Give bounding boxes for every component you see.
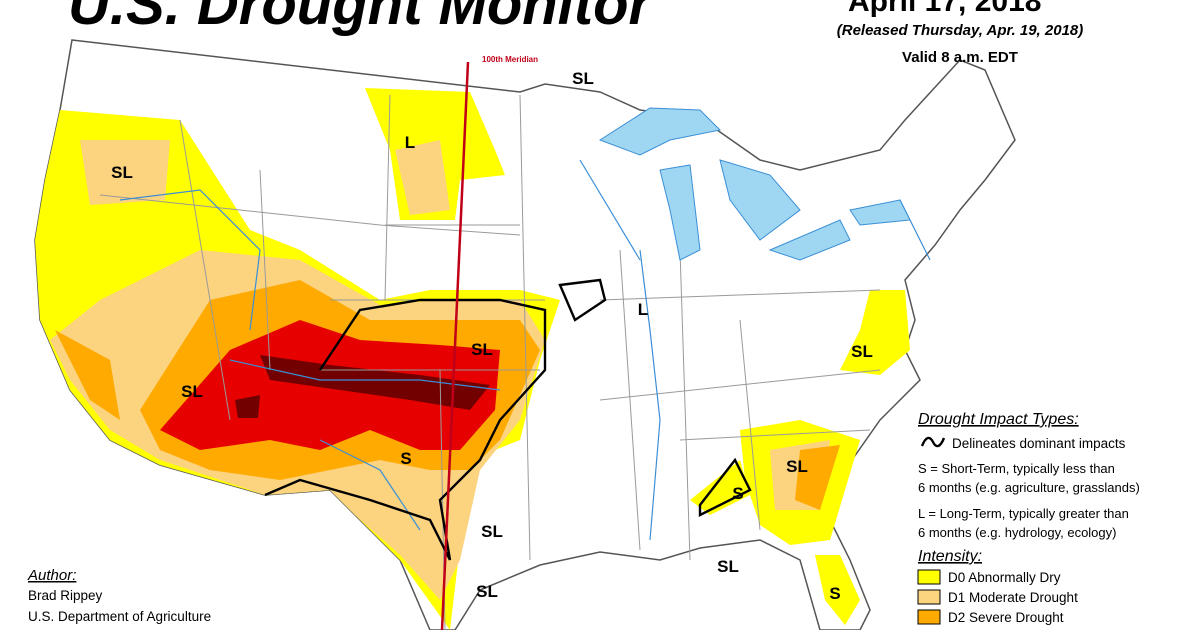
impact-label: SL (717, 557, 739, 576)
author-title: Author: (27, 567, 76, 584)
title: U.S. Drought Monitor (68, 0, 655, 37)
impact-label: SL (851, 342, 873, 361)
d2-area (55, 330, 120, 420)
impact-symbol (920, 436, 946, 448)
d4-area (260, 355, 490, 410)
impact-label: SL (476, 582, 498, 601)
author-org: U.S. Department of Agriculture (28, 609, 211, 624)
impact-label: SL (471, 340, 493, 359)
released: (Released Thursday, Apr. 19, 2018) (837, 22, 1084, 39)
d0-area (840, 290, 910, 375)
date: April 17, 2018 (848, 0, 1041, 18)
impact-labels: SL L SL SL L SL S SL SL S SL SL SL S (111, 69, 873, 603)
short-term: 6 months (e.g. agriculture, grasslands) (918, 480, 1140, 495)
d1-area (395, 140, 450, 215)
impact-label: L (405, 133, 415, 152)
intensity-swatch (917, 569, 941, 585)
long-term: 6 months (e.g. hydrology, ecology) (918, 525, 1116, 540)
d0-area (690, 460, 750, 515)
impact-label: SL (572, 69, 594, 88)
short-term: S = Short-Term, typically less than (918, 461, 1115, 476)
impact-label: S (732, 484, 743, 503)
great-lakes (598, 107, 911, 261)
author-name: Brad Rippey (28, 588, 103, 603)
delineates: Delineates dominant impacts (952, 436, 1126, 451)
impact-label: SL (786, 457, 808, 476)
intensity-label: D1 Moderate Drought (948, 590, 1078, 605)
rivers (119, 159, 931, 541)
intensity-swatch (917, 609, 941, 625)
d4-area (235, 395, 260, 418)
intensity-label: D2 Severe Drought (948, 610, 1064, 625)
impact-label: L (638, 300, 648, 319)
impact-title: Drought Impact Types: (918, 411, 1079, 428)
intensity-swatch (917, 589, 941, 605)
impact-label: S (829, 584, 840, 603)
impact-label: SL (111, 163, 133, 182)
intensity-label: D0 Abnormally Dry (948, 570, 1061, 585)
impact-label: S (400, 449, 411, 468)
intensity-legend: D0 Abnormally Dry D1 Moderate Drought D2 S… (917, 569, 1078, 625)
valid: Valid 8 a.m. EDT (902, 49, 1018, 66)
intensity-title: Intensity: (918, 548, 982, 565)
d0-area (815, 555, 860, 625)
meridian-line (440, 61, 470, 630)
meridian-label: 100th Meridian (482, 55, 538, 64)
impact-label: SL (481, 522, 503, 541)
impact-boundary (264, 278, 752, 561)
impact-label: SL (181, 382, 203, 401)
d2-area (795, 445, 840, 510)
long-term: L = Long-Term, typically greater than (918, 506, 1129, 521)
d1-area (80, 140, 170, 205)
